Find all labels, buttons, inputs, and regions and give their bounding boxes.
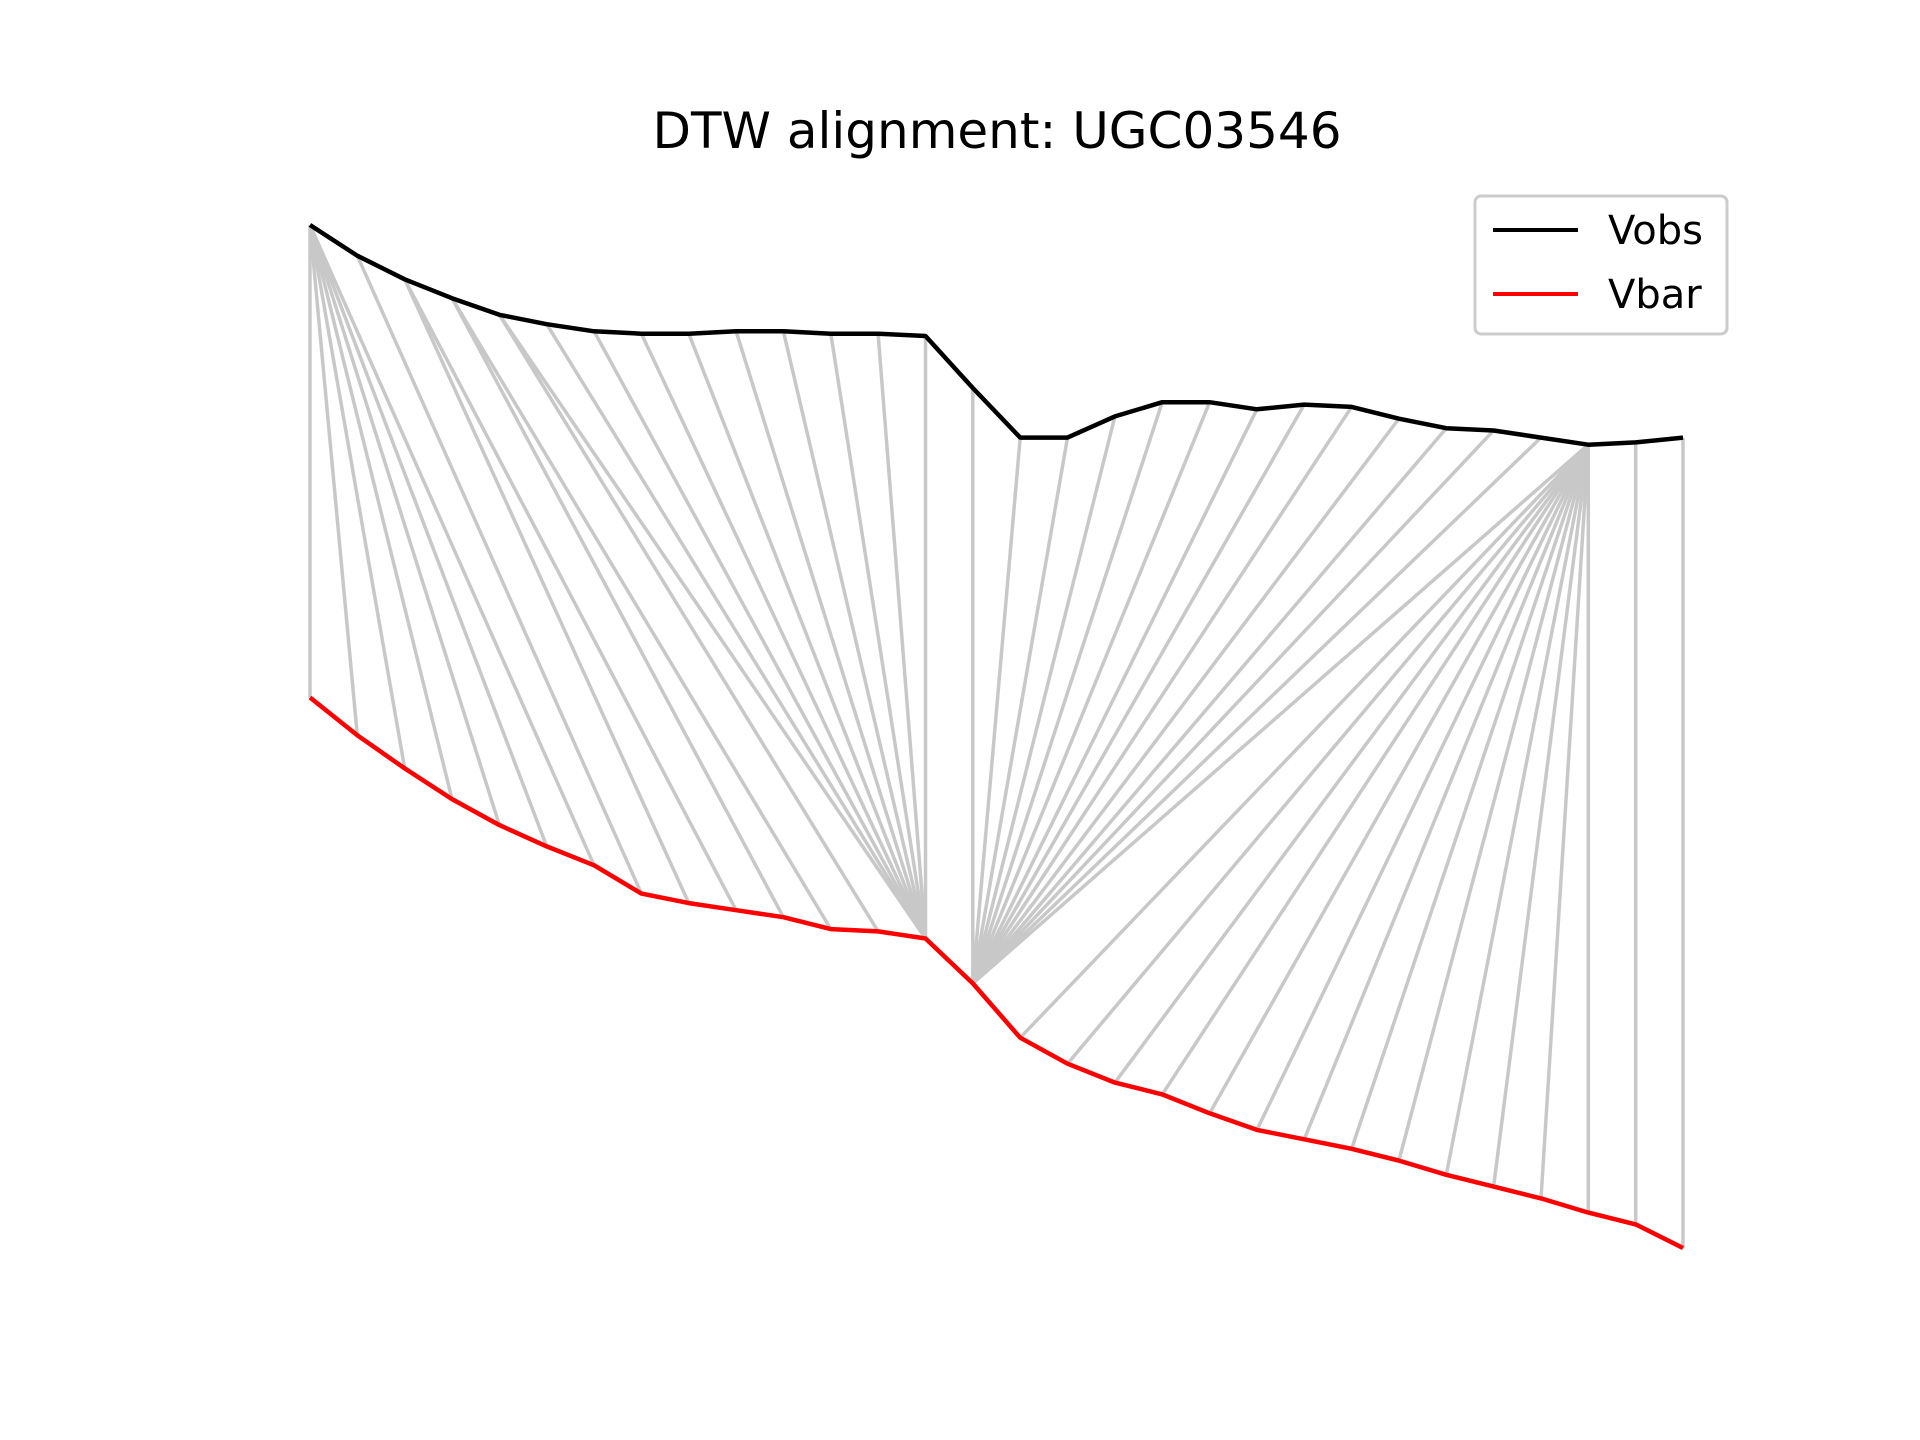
- alignment-line: [1160, 443, 1590, 1096]
- series-lines: [308, 223, 1685, 1251]
- alignment-line: [497, 313, 880, 933]
- alignment-line: [971, 443, 1590, 985]
- alignment-line: [1208, 443, 1590, 1115]
- legend-label-vbar: Vbar: [1608, 272, 1702, 318]
- alignment-line: [971, 429, 1495, 985]
- alignment-line: [1066, 443, 1590, 1065]
- alignment-line: [971, 437, 1070, 984]
- alignment-line: [971, 437, 1022, 984]
- alignment-line: [971, 403, 1306, 985]
- alignment-line: [450, 297, 785, 919]
- alignment-line: [308, 224, 407, 769]
- alignment-line: [971, 436, 1543, 985]
- alignment-line: [497, 313, 927, 940]
- alignment-line: [1539, 444, 1591, 1199]
- alignment-line: [971, 417, 1401, 985]
- alignment-line: [1397, 444, 1590, 1162]
- alignment-line: [734, 330, 928, 940]
- alignment-connectors: [308, 224, 1685, 1248]
- alignment-line: [1255, 443, 1590, 1131]
- alignment-line: [876, 333, 928, 939]
- alignment-line: [971, 408, 1259, 985]
- alignment-line: [687, 333, 928, 940]
- alignment-line: [639, 332, 928, 940]
- alignment-line: [1349, 444, 1590, 1150]
- alignment-line: [971, 427, 1448, 985]
- alignment-line: [403, 278, 738, 912]
- alignment-line: [1018, 443, 1590, 1039]
- alignment-line: [592, 330, 928, 940]
- chart-title: DTW alignment: UGC03546: [652, 102, 1341, 160]
- alignment-line: [1444, 444, 1591, 1176]
- legend-label-vobs: Vobs: [1608, 208, 1703, 254]
- alignment-line: [450, 297, 833, 931]
- alignment-line: [781, 330, 928, 939]
- series-line-vobs: [308, 223, 1684, 447]
- alignment-line: [1113, 443, 1590, 1084]
- alignment-line: [355, 254, 643, 895]
- alignment-line: [403, 278, 691, 904]
- alignment-line: [308, 224, 454, 800]
- alignment-line: [308, 224, 360, 736]
- alignment-line: [1491, 444, 1591, 1187]
- alignment-line: [971, 415, 1117, 984]
- alignment-line: [829, 333, 928, 939]
- alignment-line: [545, 323, 927, 940]
- alignment-line: [971, 401, 1212, 985]
- alignment-line: [971, 401, 1164, 984]
- alignment-line: [308, 224, 596, 867]
- alignment-line: [308, 224, 549, 848]
- series-line-vbar: [308, 695, 1685, 1251]
- alignment-line: [308, 224, 502, 826]
- legend: Vobs Vbar: [1473, 194, 1729, 336]
- alignment-line: [1302, 444, 1590, 1140]
- alignment-line: [971, 405, 1354, 985]
